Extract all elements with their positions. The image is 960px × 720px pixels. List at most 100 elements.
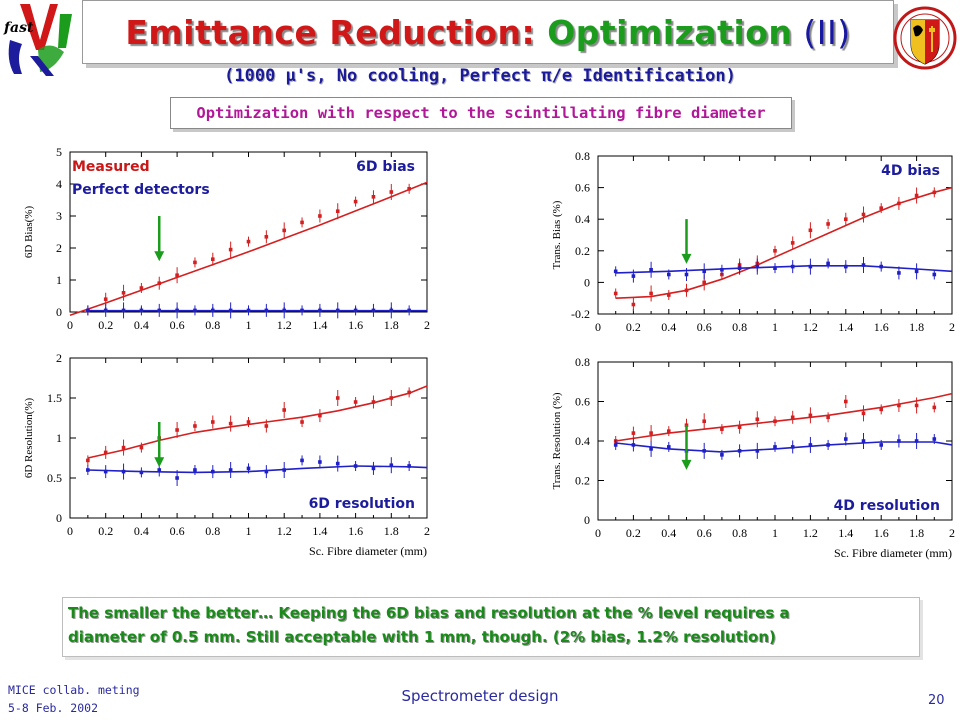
data-point xyxy=(157,281,162,285)
data-point xyxy=(228,308,233,313)
x-tick-label: 2 xyxy=(424,524,430,538)
y-tick-label: 5 xyxy=(56,145,62,159)
data-point xyxy=(264,469,269,474)
data-point xyxy=(667,293,671,297)
y-tick-label: 0 xyxy=(584,513,590,527)
data-point xyxy=(808,228,813,233)
y-axis-label: 6D Resolution(%) xyxy=(23,397,35,478)
data-point xyxy=(879,206,883,210)
data-point xyxy=(371,195,376,199)
x-tick-label: 1.2 xyxy=(277,524,292,538)
y-tick-label: 0.8 xyxy=(575,355,590,369)
data-point xyxy=(790,241,795,245)
fit-curve xyxy=(87,385,428,459)
data-point xyxy=(389,308,394,313)
x-tick-label: 0.2 xyxy=(626,320,641,334)
x-tick-label: 0.6 xyxy=(170,524,185,538)
data-point xyxy=(684,272,689,277)
data-point xyxy=(702,269,706,274)
legend-measured: Measured xyxy=(72,159,150,175)
y-tick-label: 0.6 xyxy=(575,395,590,409)
data-point xyxy=(844,399,848,404)
data-point xyxy=(826,222,830,226)
data-point xyxy=(914,439,919,443)
y-tick-label: 1 xyxy=(56,273,62,287)
data-point xyxy=(211,308,215,313)
x-tick-label: 1.4 xyxy=(312,524,327,538)
selection-arrow-head xyxy=(154,251,165,262)
y-tick-label: 0.6 xyxy=(575,181,590,195)
x-tick-label: 1.6 xyxy=(874,526,889,540)
data-point xyxy=(773,445,777,449)
data-point xyxy=(702,449,706,453)
data-point xyxy=(773,419,777,424)
data-point xyxy=(335,308,340,313)
data-point xyxy=(353,400,358,404)
data-point xyxy=(246,308,251,313)
data-point xyxy=(808,413,813,418)
data-point xyxy=(702,280,706,285)
x-tick-label: 0.6 xyxy=(697,526,712,540)
data-point xyxy=(897,271,901,275)
data-point xyxy=(720,427,724,431)
data-point xyxy=(300,220,304,225)
data-point xyxy=(861,263,866,267)
panel-label: 4D bias xyxy=(881,163,940,179)
x-tick-label: 1.4 xyxy=(838,526,853,540)
panel-label: 6D bias xyxy=(356,159,415,175)
y-tick-label: 2 xyxy=(56,241,62,255)
data-point xyxy=(737,425,742,429)
data-point xyxy=(808,443,813,447)
data-point xyxy=(790,445,795,449)
data-point xyxy=(175,308,179,313)
x-tick-label: 1.2 xyxy=(803,526,818,540)
data-point xyxy=(318,214,322,218)
data-point xyxy=(389,463,394,467)
data-point xyxy=(282,468,286,472)
x-tick-label: 1.6 xyxy=(874,320,889,334)
data-point xyxy=(879,407,883,412)
data-point xyxy=(613,443,618,447)
y-axis-label: Trans. Resolution (%) xyxy=(551,392,563,489)
title-part-optimization: Optimization xyxy=(547,12,793,52)
data-point xyxy=(86,458,90,463)
x-tick-label: 1.8 xyxy=(384,318,399,332)
y-tick-label: 0 xyxy=(56,305,62,319)
x-tick-label: 0 xyxy=(595,320,601,334)
y-axis-label: 6D Bias(%) xyxy=(23,206,35,259)
data-point xyxy=(914,193,919,198)
data-point xyxy=(300,420,304,424)
data-point xyxy=(773,249,777,253)
series-perfect xyxy=(86,302,427,319)
page-number: 20 xyxy=(928,693,945,708)
data-point xyxy=(897,201,901,206)
x-tick-label: 2 xyxy=(424,318,430,332)
data-point xyxy=(318,460,322,464)
data-point xyxy=(631,302,636,307)
y-tick-label: 0.2 xyxy=(575,474,590,488)
x-tick-label: 0.8 xyxy=(732,526,747,540)
data-point xyxy=(175,273,179,277)
data-point xyxy=(897,439,901,443)
data-point xyxy=(139,470,144,475)
title-part-emittance: Emittance Reduction: xyxy=(125,12,548,52)
selection-arrow-head xyxy=(681,253,692,264)
data-point xyxy=(932,190,937,195)
data-point xyxy=(121,445,126,450)
x-tick-label: 0.4 xyxy=(134,524,149,538)
x-tick-label: 0.8 xyxy=(732,320,747,334)
footer-left: MICE collab. meting 5-8 Feb. 2002 xyxy=(8,681,140,717)
chart-bias4d: 0 0.2 0.4 0.6 0.8 1 1.2 1.4 1.6 1.8 2 -0.2 0 0.2 0.4 0.… xyxy=(551,149,955,334)
y-tick-label: 0.2 xyxy=(575,244,590,258)
y-tick-label: 4 xyxy=(56,177,62,191)
footer-meeting: MICE collab. meting xyxy=(8,683,140,697)
optimization-note: Optimization with respect to the scintil… xyxy=(170,97,792,129)
data-point xyxy=(667,272,671,277)
svg-text:fast: fast xyxy=(3,20,34,36)
x-tick-label: 1.8 xyxy=(909,526,924,540)
data-point xyxy=(282,308,286,313)
panel-label: 6D resolution xyxy=(309,496,415,512)
x-tick-label: 1 xyxy=(246,318,252,332)
data-point xyxy=(246,239,251,244)
data-point xyxy=(264,308,269,313)
